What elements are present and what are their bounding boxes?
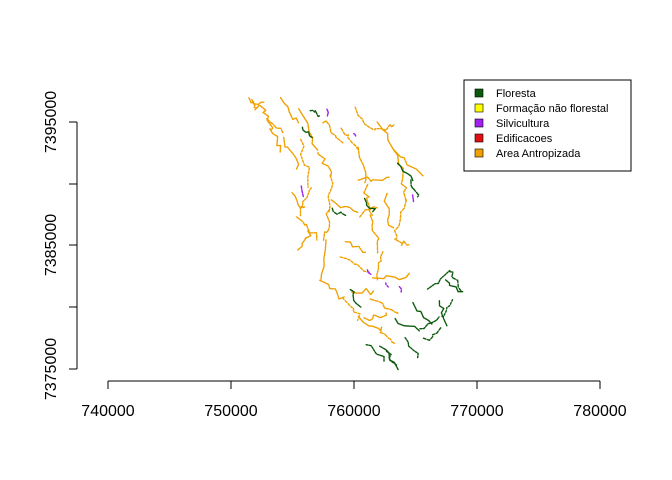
anthropized-stream	[392, 148, 424, 177]
anthropized-stream	[330, 199, 359, 213]
anthropized-stream	[259, 104, 274, 131]
anthropized-stream	[369, 214, 380, 254]
anthropized-stream	[344, 240, 366, 254]
silvicultura-patch	[300, 185, 304, 198]
forest-stream	[449, 271, 462, 292]
legend-item: Edificacoes	[474, 133, 553, 145]
anthropized-stream	[319, 279, 345, 300]
anthropized-stream	[372, 272, 410, 281]
anthropized-stream	[379, 326, 397, 345]
forest-stream	[419, 316, 440, 330]
silvicultura-patch	[353, 132, 357, 137]
silvicultura-patch	[411, 194, 415, 203]
anthropized-stream	[283, 136, 300, 171]
anthropized-stream	[266, 118, 284, 134]
anthropized-stream	[374, 123, 395, 132]
forest-stream	[422, 326, 442, 341]
legend-swatch	[474, 103, 484, 113]
anthropized-stream	[251, 98, 260, 111]
silvicultura-patch	[366, 269, 372, 275]
anthropized-stream	[340, 127, 359, 150]
legend-label: Area Antropizada	[496, 148, 581, 160]
legend-item: Silvicultura	[474, 118, 550, 130]
forest-stream	[444, 279, 464, 293]
anthropized-stream	[341, 297, 361, 321]
x-tick-label: 770000	[450, 403, 503, 420]
x-tick-label: 760000	[327, 403, 380, 420]
anthropized-stream	[376, 121, 400, 165]
anthropized-stream	[357, 176, 390, 183]
y-tick-label: 7395000	[43, 91, 60, 153]
forest-stream	[410, 179, 420, 198]
anthropized-stream	[296, 230, 312, 251]
x-tick-label: 740000	[81, 403, 134, 420]
anthropized-stream	[383, 192, 395, 229]
anthropized-stream	[248, 97, 265, 106]
legend-swatch	[474, 88, 484, 98]
anthropized-stream	[363, 312, 388, 322]
anthropized-stream	[298, 107, 319, 151]
anthropized-stream	[351, 287, 375, 296]
legend-swatch	[474, 133, 484, 143]
legend-box	[463, 79, 632, 172]
forest-stream	[309, 109, 322, 118]
legend-item: Area Antropizada	[474, 148, 581, 160]
silvicultura-patch	[398, 285, 402, 293]
anthropized-stream	[369, 298, 400, 315]
x-axis: 740000 750000 760000 770000 780000	[81, 380, 627, 420]
forest-stream	[349, 288, 362, 308]
anthropized-stream	[327, 174, 334, 213]
legend-item: Formação não florestal	[474, 103, 609, 115]
anthropized-stream	[376, 251, 384, 281]
land-use-features	[248, 96, 464, 371]
forest-stream	[412, 301, 433, 326]
anthropized-stream	[394, 237, 411, 247]
legend-label: Formação não florestal	[496, 103, 609, 115]
forest-stream	[396, 162, 414, 182]
legend-label: Edificacoes	[496, 133, 553, 145]
anthropized-stream	[320, 239, 327, 280]
forest-stream	[394, 317, 421, 332]
anthropized-stream	[296, 216, 318, 241]
y-tick-label: 7375000	[43, 338, 60, 400]
legend-label: Floresta	[496, 88, 537, 100]
anthropized-stream	[291, 191, 306, 209]
legend: Floresta Formação não florestal Silvicul…	[463, 79, 632, 172]
anthropized-stream	[396, 162, 408, 202]
y-tick-label: 7385000	[43, 214, 60, 276]
legend-swatch	[474, 148, 484, 158]
legend-label: Silvicultura	[496, 118, 550, 130]
forest-stream	[365, 344, 385, 362]
y-axis: 7375000 7385000 7395000	[43, 91, 78, 400]
anthropized-stream	[393, 199, 407, 239]
anthropized-stream	[299, 138, 311, 189]
anthropized-stream	[322, 208, 331, 241]
forest-stream	[331, 207, 347, 217]
anthropized-stream	[357, 315, 382, 332]
forest-stream	[404, 337, 419, 359]
x-tick-label: 750000	[204, 403, 257, 420]
legend-item: Floresta	[474, 88, 537, 100]
silvicultura-patch	[326, 108, 329, 117]
anthropized-stream	[359, 206, 378, 218]
anthropized-stream	[357, 146, 367, 184]
x-tick-label: 780000	[573, 403, 626, 420]
legend-swatch	[474, 118, 484, 128]
forest-stream	[385, 350, 398, 366]
anthropized-stream	[354, 106, 375, 131]
anthropized-stream	[339, 256, 372, 273]
forest-stream	[438, 300, 448, 328]
forest-stream	[363, 197, 376, 213]
anthropized-stream	[269, 128, 282, 153]
anthropized-stream	[317, 151, 333, 178]
anthropized-stream	[322, 119, 344, 144]
forest-stream	[426, 269, 451, 290]
forest-stream	[301, 126, 314, 139]
silvicultura-patch	[385, 282, 390, 289]
anthropized-stream	[279, 96, 300, 124]
